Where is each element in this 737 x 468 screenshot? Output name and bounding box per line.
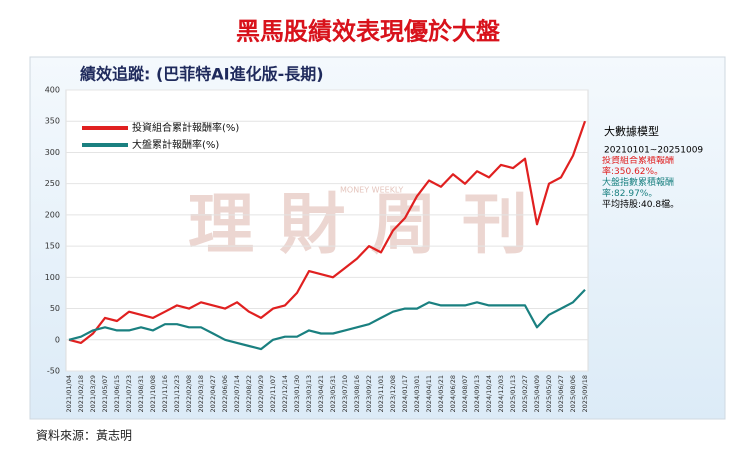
plot-area xyxy=(65,89,589,372)
x-tick-label: 2023/03/13 xyxy=(305,375,313,412)
x-tick-label: 2024/06/28 xyxy=(449,375,457,412)
watermark-en: MONEY WEEKLY xyxy=(340,186,403,195)
series-line xyxy=(68,120,587,344)
x-tick-label: 2024/08/07 xyxy=(461,375,469,412)
panel-market: 大盤指數累積報酬率:82.97%。 xyxy=(602,178,675,199)
x-tick-label: 2022/09/29 xyxy=(257,375,265,412)
x-tick-label: 2023/05/31 xyxy=(329,375,337,412)
x-tick-label: 2021/08/31 xyxy=(137,375,145,412)
x-tick-label: 2024/05/21 xyxy=(437,375,445,412)
x-tick-label: 2025/05/20 xyxy=(545,375,553,412)
y-tick-label: 200 xyxy=(45,210,60,219)
y-tick-label: 350 xyxy=(45,117,60,126)
x-tick-label: 2024/09/13 xyxy=(473,375,481,412)
x-tick-label: 2023/04/21 xyxy=(317,375,325,412)
panel-portfolio: 投資組合累積報酬率:350.62%。 xyxy=(602,156,675,177)
x-tick-label: 2022/08/22 xyxy=(245,375,253,412)
x-tick-label: 2022/11/07 xyxy=(269,375,277,412)
chart-title: 黑馬股績效表現優於大盤 xyxy=(236,17,501,46)
x-tick-label: 2023/01/30 xyxy=(293,375,301,412)
x-tick-label: 2025/09/18 xyxy=(581,375,589,412)
y-tick-label: 250 xyxy=(45,179,60,188)
x-tick-label: 2023/11/01 xyxy=(377,375,385,412)
x-tick-label: 2021/02/18 xyxy=(77,375,85,412)
x-tick-label: 2022/04/27 xyxy=(209,375,217,412)
chart-subtitle: 績效追蹤: (巴菲特AI進化版-長期) xyxy=(80,65,324,84)
x-tick-label: 2024/01/17 xyxy=(401,375,409,412)
x-tick-label: 2023/07/10 xyxy=(341,375,349,412)
x-tick-label: 2021/03/29 xyxy=(89,375,97,412)
y-tick-label: -50 xyxy=(47,367,60,376)
legend-label: 投資組合累計報酬率(%) xyxy=(132,121,239,134)
x-tick-label: 2024/04/11 xyxy=(425,375,433,412)
x-tick-label: 2022/03/18 xyxy=(197,375,205,412)
x-tick-label: 2021/06/15 xyxy=(113,375,121,412)
x-tick-label: 2025/08/06 xyxy=(569,375,577,412)
x-tick-label: 2025/04/09 xyxy=(533,375,541,412)
x-tick-label: 2025/02/27 xyxy=(521,375,529,412)
panel-text: 投資組合累積報酬率:350.62%。 大盤指數累積報酬率:82.97%。 平均持… xyxy=(602,156,680,210)
x-tick-label: 2022/12/14 xyxy=(281,375,289,412)
x-tick-label: 2021/12/23 xyxy=(173,375,181,412)
y-tick-label: 0 xyxy=(55,335,60,344)
x-tick-label: 2023/09/22 xyxy=(365,375,373,412)
x-tick-label: 2021/05/07 xyxy=(101,375,109,412)
x-tick-label: 2021/01/04 xyxy=(65,375,73,412)
y-tick-label: 400 xyxy=(45,86,60,95)
x-tick-label: 2022/02/08 xyxy=(185,375,193,412)
x-tick-label: 2021/10/08 xyxy=(149,375,157,412)
x-tick-label: 2024/12/03 xyxy=(497,375,505,412)
x-tick-label: 2023/12/08 xyxy=(389,375,397,412)
legend-label: 大盤累計報酬率(%) xyxy=(132,138,219,151)
x-tick-label: 2024/03/01 xyxy=(413,375,421,412)
y-tick-label: 50 xyxy=(50,304,60,313)
x-tick-label: 2022/06/06 xyxy=(221,375,229,412)
y-tick-label: 150 xyxy=(45,242,60,251)
x-tick-label: 2021/11/16 xyxy=(161,375,169,412)
source-note: 資料來源：黃志明 xyxy=(36,429,132,443)
x-tick-label: 2021/07/23 xyxy=(125,375,133,412)
panel-heading: 大數據模型 xyxy=(604,124,659,138)
series-line xyxy=(68,289,586,351)
x-tick-label: 2024/10/24 xyxy=(485,375,493,412)
panel-period: 20210101~20251009 xyxy=(604,146,703,156)
panel-holdings: 平均持股:40.8檔。 xyxy=(602,200,680,210)
y-tick-label: 300 xyxy=(45,148,60,157)
x-tick-label: 2022/07/14 xyxy=(233,375,241,412)
x-tick-label: 2025/06/27 xyxy=(557,375,565,412)
x-tick-label: 2025/01/13 xyxy=(509,375,517,412)
x-tick-label: 2023/08/16 xyxy=(353,375,361,412)
y-tick-label: 100 xyxy=(45,273,60,282)
